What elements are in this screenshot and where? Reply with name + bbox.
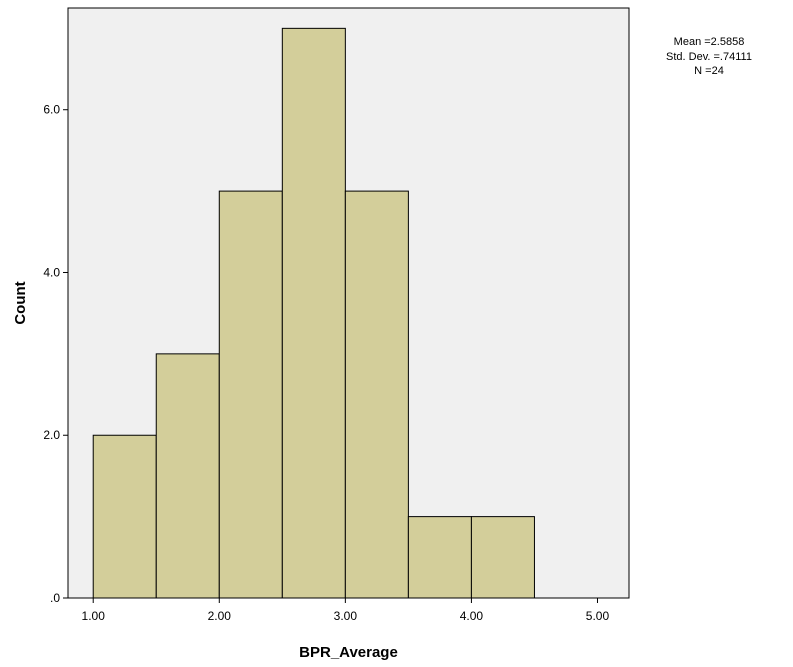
y-axis-title: Count [12,281,29,324]
histogram-bar-7 [470,516,535,599]
stats-mean: Mean =2.5858 [674,36,745,48]
x-tick-label: 5.00 [586,609,610,623]
histogram-bar-2 [155,353,220,599]
stats-n: N =24 [694,65,724,77]
y-tick-label: 2.0 [43,428,60,442]
x-tick-label: 4.00 [460,609,484,623]
histogram-bar-4 [281,27,346,599]
y-tick-label: .0 [50,591,60,605]
x-tick-label: 2.00 [208,609,232,623]
histogram-bar-5 [344,190,409,599]
histogram-bar-6 [407,516,472,599]
stats-std-dev: Std. Dev. =.74111 [666,51,752,63]
histogram-bar-3 [218,190,283,599]
y-tick-label: 4.0 [43,265,60,279]
x-tick-label: 1.00 [82,609,106,623]
bars-group [92,27,535,599]
x-tick-label: 3.00 [334,609,358,623]
y-axis: .0 2.0 4.0 6.0 [43,103,68,605]
x-axis-title: BPR_Average [299,644,398,661]
y-tick-label: 6.0 [43,103,60,117]
x-axis: 1.00 2.00 3.00 4.00 5.00 [82,598,610,623]
histogram-bar-1 [92,434,157,599]
statistics-legend: Mean =2.5858 Std. Dev. =.74111 N =24 [666,36,752,77]
